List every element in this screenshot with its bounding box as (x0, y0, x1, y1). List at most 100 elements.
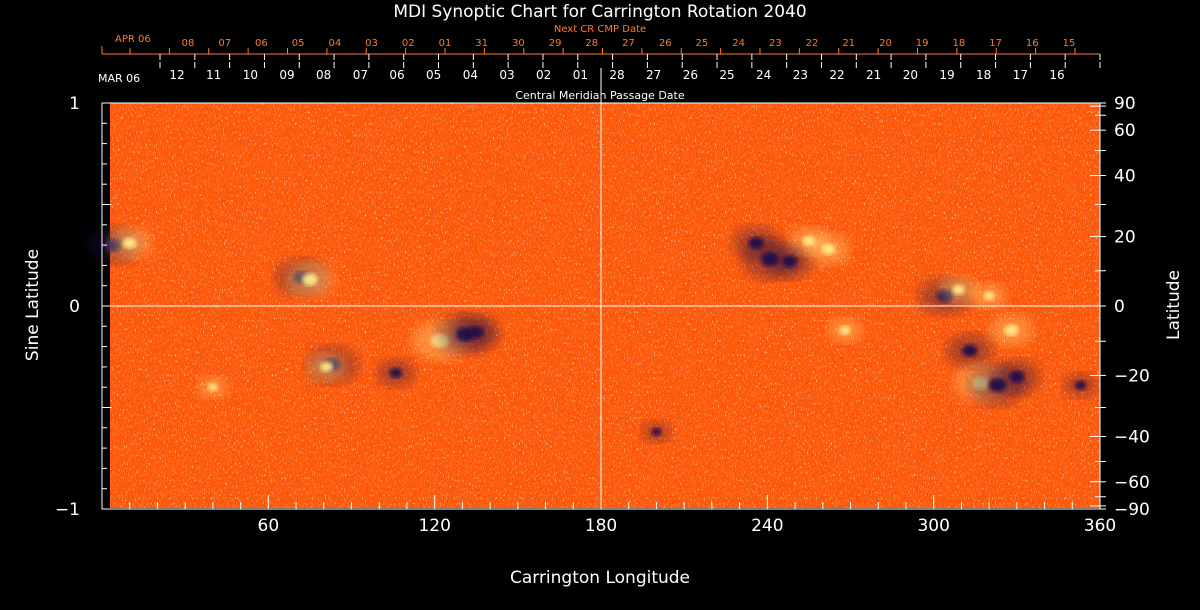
cmp-date-label: 04 (463, 68, 478, 82)
cmp-date-label: 07 (353, 68, 368, 82)
next-cr-date-label: 20 (879, 38, 892, 49)
next-cr-date-label: 01 (439, 38, 452, 49)
cmp-date-label: 05 (426, 68, 441, 82)
chart-title: MDI Synoptic Chart for Carrington Rotati… (393, 2, 806, 22)
active-region-core (1075, 380, 1087, 390)
cmp-date-label: 10 (243, 68, 258, 82)
next-cr-start-label: APR 06 (115, 34, 151, 45)
cmp-date-label: 27 (646, 68, 661, 82)
y-right-tick-label: 90 (1114, 94, 1136, 114)
y-right-tick-label: −40 (1114, 427, 1150, 447)
next-cr-date-label: 16 (1026, 38, 1039, 49)
cmp-axis-title: Central Meridian Passage Date (515, 89, 684, 102)
active-region-core (802, 236, 816, 247)
x-tick-label: 360 (1084, 516, 1116, 536)
y-right-tick-label: 40 (1114, 167, 1136, 187)
cmp-start-label: MAR 06 (98, 72, 140, 85)
cmp-date-label: 11 (206, 68, 221, 82)
cmp-date-label: 17 (1013, 68, 1028, 82)
cmp-date-ticks: 08 07 06 05 04 03 02 01 31 30 29 28 27 26 25 24 23 22 21 20… (101, 38, 1101, 82)
next-cr-date-label: 02 (402, 38, 415, 49)
next-cr-date-label: 17 (989, 38, 1002, 49)
active-region-core (839, 325, 851, 335)
next-cr-date-label: 24 (732, 38, 745, 49)
x-axis: 60 120 180 240 300 360 (129, 495, 1116, 536)
next-cr-date-label: 03 (365, 38, 378, 49)
x-tick-label: 240 (751, 516, 783, 536)
y-right-tick-label: 0 (1114, 297, 1125, 317)
next-cr-date-label: 22 (806, 38, 819, 49)
next-cr-date-label: 07 (218, 38, 231, 49)
next-cr-date-label: 27 (622, 38, 635, 49)
next-cr-date-label: 06 (255, 38, 268, 49)
cmp-date-label: 26 (683, 68, 698, 82)
crosshair (102, 68, 1100, 509)
active-region-core (651, 427, 662, 436)
cmp-date-label: 06 (389, 68, 404, 82)
y-right-tick-label: −60 (1114, 473, 1150, 493)
cmp-date-label: 23 (793, 68, 808, 82)
active-region-core (122, 237, 137, 249)
y-axis-latitude: 90 60 40 20 0 −20 −40 −60 −90 (1090, 94, 1150, 520)
cmp-date-label: 12 (169, 68, 184, 82)
active-region-core (208, 383, 218, 392)
y-right-tick-label: −90 (1114, 500, 1150, 520)
next-cr-date-label: 15 (1063, 38, 1076, 49)
y-left-tick-label: 0 (69, 297, 80, 317)
cmp-date-label: 28 (609, 68, 624, 82)
y-left-tick-label: 1 (69, 94, 80, 114)
next-cr-title: Next CR CMP Date (554, 24, 646, 35)
next-cr-date-label: 04 (328, 38, 341, 49)
next-cr-date-label: 21 (842, 38, 855, 49)
cmp-date-label: 18 (976, 68, 991, 82)
next-cr-date-label: 08 (182, 38, 195, 49)
x-tick-label: 180 (585, 516, 617, 536)
next-cr-date-label: 28 (585, 38, 598, 49)
cmp-date-label: 21 (866, 68, 881, 82)
active-region-core (468, 326, 484, 339)
next-cr-date-label: 23 (769, 38, 782, 49)
active-region-core (302, 273, 318, 286)
next-cr-date-label: 29 (549, 38, 562, 49)
cmp-date-label: 25 (719, 68, 734, 82)
active-regions (87, 226, 1098, 443)
next-cr-date-label: 18 (953, 38, 966, 49)
active-region-core (320, 361, 333, 372)
active-region-core (962, 344, 978, 357)
cmp-date-label: 09 (279, 68, 294, 82)
active-region-core (952, 284, 965, 295)
cmp-date-label: 08 (316, 68, 331, 82)
cmp-date-axes: APR 06 MAR 06 Central Meridian Passage D… (98, 34, 1100, 102)
y-right-tick-label: 60 (1114, 121, 1136, 141)
y-right-tick-label: 20 (1114, 228, 1136, 248)
y-left-tick-label: −1 (55, 500, 80, 520)
active-region-core (1009, 371, 1025, 384)
y-axis-sine: 1 0 −1 (55, 94, 112, 520)
y-axis-right-label: Latitude (1164, 270, 1184, 340)
x-tick-label: 120 (418, 516, 450, 536)
active-region-core (983, 291, 995, 301)
cmp-date-label: 19 (939, 68, 954, 82)
next-cr-date-label: 30 (512, 38, 525, 49)
next-cr-date-label: 19 (916, 38, 929, 49)
next-cr-date-label: 25 (696, 38, 709, 49)
next-cr-date-label: 05 (292, 38, 305, 49)
cmp-date-label: 02 (536, 68, 551, 82)
active-region-core (389, 367, 403, 378)
cmp-date-label: 22 (829, 68, 844, 82)
cmp-date-label: 16 (1049, 68, 1064, 82)
cmp-date-label: 20 (903, 68, 918, 82)
x-tick-label: 300 (917, 516, 949, 536)
cmp-date-label: 24 (756, 68, 771, 82)
cmp-date-label: 03 (499, 68, 514, 82)
next-cr-date-label: 31 (475, 38, 488, 49)
y-axis-left-label: Sine Latitude (23, 249, 43, 361)
next-cr-date-label: 26 (659, 38, 672, 49)
y-right-tick-label: −20 (1114, 366, 1150, 386)
x-axis-label: Carrington Longitude (510, 568, 690, 588)
active-region-core (781, 255, 798, 268)
active-region-core (1004, 324, 1019, 336)
cmp-date-label: 01 (573, 68, 588, 82)
x-tick-label: 60 (258, 516, 280, 536)
